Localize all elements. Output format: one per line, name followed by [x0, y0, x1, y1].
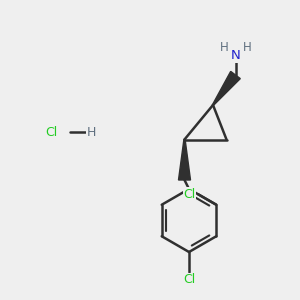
Text: Cl: Cl — [45, 125, 57, 139]
Text: Cl: Cl — [184, 188, 196, 201]
Polygon shape — [178, 140, 190, 180]
Polygon shape — [212, 71, 240, 105]
Text: Cl: Cl — [183, 273, 195, 286]
Text: H: H — [220, 40, 229, 54]
Text: H: H — [87, 125, 96, 139]
Text: H: H — [242, 40, 251, 54]
Text: N: N — [231, 49, 240, 62]
